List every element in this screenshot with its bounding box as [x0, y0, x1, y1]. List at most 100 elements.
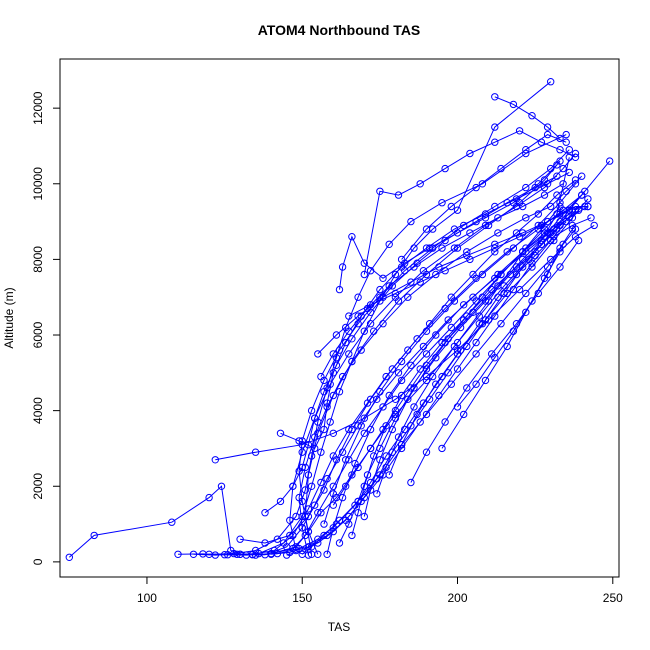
- data-point: [562, 130, 570, 139]
- data-point: [463, 251, 471, 260]
- data-point: [497, 164, 505, 173]
- series-line: [240, 209, 564, 544]
- data-point: [463, 248, 471, 256]
- data-point: [335, 516, 344, 524]
- series-line: [339, 164, 558, 290]
- data-point: [397, 255, 406, 264]
- data-point: [354, 463, 362, 472]
- data-point: [407, 384, 415, 392]
- data-point: [236, 535, 244, 543]
- data-point: [304, 551, 313, 559]
- data-point: [494, 229, 502, 237]
- data-point: [298, 463, 306, 472]
- data-point: [261, 509, 269, 517]
- data-point: [397, 376, 406, 385]
- data-point: [515, 127, 524, 135]
- data-point: [292, 546, 300, 555]
- data-point: [292, 512, 300, 521]
- data-point: [528, 297, 536, 305]
- series-line: [332, 194, 583, 506]
- data-point: [298, 497, 306, 506]
- data-point: [388, 425, 396, 434]
- data-point: [217, 482, 226, 490]
- data-point: [329, 391, 337, 400]
- data-point: [571, 176, 580, 184]
- data-point: [553, 161, 561, 169]
- x-tick-label: 200: [447, 591, 467, 605]
- y-tick-label: 8000: [31, 246, 45, 273]
- data-point: [571, 202, 580, 211]
- data-point: [363, 471, 372, 479]
- data-point: [460, 301, 468, 309]
- data-point: [531, 183, 539, 192]
- data-point: [366, 395, 375, 403]
- data-point: [478, 180, 487, 188]
- data-point: [394, 297, 403, 305]
- data-point: [407, 478, 415, 487]
- data-point: [348, 335, 356, 343]
- data-point: [338, 263, 347, 271]
- data-point: [404, 395, 412, 403]
- data-point: [354, 497, 362, 506]
- data-point: [571, 180, 580, 188]
- series-32: [236, 206, 567, 547]
- data-point: [360, 482, 368, 490]
- data-point: [441, 267, 449, 275]
- data-point: [329, 429, 337, 437]
- data-point: [441, 304, 449, 313]
- series-line: [255, 217, 592, 556]
- data-point: [509, 244, 518, 252]
- data-point: [332, 331, 341, 339]
- data-point: [385, 471, 393, 479]
- y-tick-label: 10000: [31, 167, 45, 201]
- x-axis-label: TAS: [328, 620, 350, 634]
- data-point: [360, 327, 368, 335]
- data-point: [450, 342, 459, 351]
- data-point: [559, 164, 567, 173]
- data-point: [407, 217, 415, 226]
- data-point: [407, 422, 415, 430]
- y-tick-label: 2000: [31, 473, 45, 500]
- data-point: [326, 418, 334, 426]
- data-point: [376, 388, 384, 396]
- data-point: [441, 236, 449, 245]
- data-point: [360, 259, 368, 267]
- data-point: [388, 282, 396, 290]
- data-point: [522, 146, 530, 154]
- data-point: [438, 199, 446, 207]
- data-point: [298, 448, 306, 456]
- data-point: [304, 471, 313, 479]
- x-tick-label: 250: [603, 591, 623, 605]
- data-point: [547, 229, 555, 237]
- data-point: [366, 486, 375, 494]
- data-point: [522, 308, 530, 316]
- data-point: [543, 217, 552, 226]
- data-point: [366, 320, 375, 328]
- data-point: [606, 157, 614, 165]
- data-point: [472, 350, 480, 358]
- y-tick-label: 6000: [31, 321, 45, 348]
- data-point: [568, 225, 577, 233]
- data-point: [251, 551, 260, 559]
- data-point: [590, 221, 598, 230]
- x-axis: 100 150 200 250: [137, 576, 623, 605]
- data-point: [320, 520, 328, 528]
- data-point: [376, 187, 384, 196]
- data-point: [543, 130, 552, 139]
- data-point: [447, 323, 455, 332]
- data-point: [556, 199, 564, 207]
- data-point: [342, 482, 350, 490]
- data-point: [335, 539, 344, 547]
- data-point: [261, 539, 269, 547]
- data-point: [311, 444, 319, 453]
- data-point: [491, 123, 499, 131]
- data-point: [519, 229, 527, 237]
- data-point: [410, 403, 418, 411]
- data-point: [174, 550, 182, 558]
- data-point: [519, 248, 527, 256]
- data-point: [320, 486, 328, 494]
- series-15: [211, 221, 598, 464]
- data-point: [522, 289, 530, 298]
- data-point: [379, 274, 387, 282]
- series-35: [438, 248, 564, 453]
